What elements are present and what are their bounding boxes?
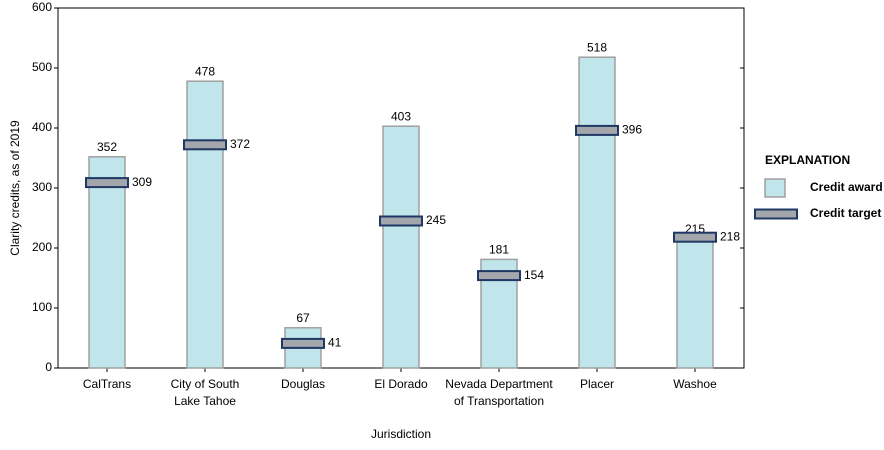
y-tick-label: 500 <box>32 60 52 74</box>
bar <box>578 56 616 369</box>
bar <box>676 238 714 369</box>
target-value-label: 41 <box>328 336 342 350</box>
x-tick-label: Placer <box>580 377 614 391</box>
x-tick-label: El Dorado <box>374 377 428 391</box>
legend-label: Credit award <box>810 180 883 194</box>
legend-label: Credit target <box>810 206 881 220</box>
bar-value-label: 403 <box>391 109 411 123</box>
target-value-label: 218 <box>720 229 740 243</box>
target-marker <box>281 337 325 349</box>
y-tick-label: 100 <box>32 300 52 314</box>
target-value-label: 309 <box>132 175 152 189</box>
y-tick-label: 0 <box>45 360 52 374</box>
x-tick-label: of Transportation <box>454 394 544 408</box>
target-value-label: 396 <box>622 123 642 137</box>
target-marker <box>183 139 227 151</box>
target-marker <box>85 177 129 189</box>
bar <box>88 156 126 369</box>
target-marker <box>673 231 717 243</box>
x-tick-label: Nevada Department <box>445 377 553 391</box>
bar-value-label: 181 <box>489 243 509 257</box>
x-tick-label: Lake Tahoe <box>174 394 236 408</box>
bar-value-label: 352 <box>97 140 117 154</box>
x-tick-label: City of South <box>171 377 240 391</box>
legend-swatch <box>754 208 798 220</box>
x-tick-label: Douglas <box>281 377 325 391</box>
bar-value-label: 478 <box>195 64 215 78</box>
target-value-label: 154 <box>524 268 544 282</box>
x-tick-label: Washoe <box>673 377 717 391</box>
y-tick-label: 200 <box>32 240 52 254</box>
y-tick-label: 600 <box>32 0 52 14</box>
target-marker <box>575 124 619 136</box>
x-axis-label: Jurisdiction <box>371 427 431 441</box>
x-tick-label: CalTrans <box>83 377 131 391</box>
legend-swatch <box>764 178 786 198</box>
y-axis-label: Clarity credits, as of 2019 <box>8 120 22 256</box>
target-value-label: 372 <box>230 137 250 151</box>
bar-value-label: 518 <box>587 40 607 54</box>
bar <box>186 80 224 369</box>
y-tick-label: 300 <box>32 180 52 194</box>
target-value-label: 245 <box>426 213 446 227</box>
target-marker <box>379 215 423 227</box>
bar-value-label: 67 <box>296 311 310 325</box>
y-tick-label: 400 <box>32 120 52 134</box>
target-marker <box>477 270 521 282</box>
bar <box>382 125 420 369</box>
legend-title: EXPLANATION <box>765 153 850 167</box>
